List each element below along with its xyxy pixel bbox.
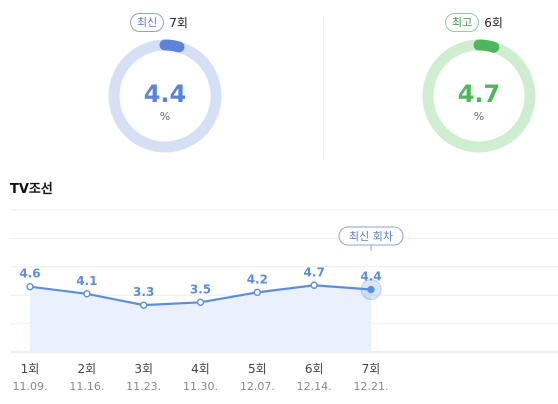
data-point [196, 298, 205, 307]
x-tick-label: 4회 [191, 362, 210, 376]
latest-gauge-ring [108, 39, 222, 153]
data-point [367, 285, 375, 294]
section-title: TV조선 [10, 182, 53, 197]
x-tick-label: 2회 [77, 362, 96, 376]
x-tick-label: 6회 [305, 362, 324, 376]
best-badge: 최고 [445, 12, 480, 32]
latest-round-callout-label: 최신 회차 [349, 230, 393, 243]
data-label: 3.3 [133, 285, 154, 299]
best-gauge: 4.7 % [421, 38, 537, 158]
best-value: 4.7 [457, 80, 501, 108]
x-date-label: 11.30. [183, 380, 218, 393]
x-date-label: 11.23. [126, 380, 161, 393]
latest-unit: % [159, 110, 171, 123]
panel-divider [323, 18, 324, 158]
x-date-label: 11.16. [69, 380, 104, 393]
data-point [253, 288, 262, 297]
latest-badge-row: 최신 7회 [130, 12, 188, 32]
latest-gauge-arc [159, 39, 185, 53]
latest-badge: 최신 [130, 12, 165, 32]
x-tick-label: 3회 [134, 362, 153, 376]
x-date-label: 12.07. [240, 380, 275, 393]
latest-gauge: 4.4 % [107, 38, 223, 158]
best-gauge-ring [422, 39, 536, 153]
x-date-label: 11.09. [13, 380, 48, 393]
data-point [310, 281, 318, 289]
data-label: 4.1 [76, 274, 97, 288]
x-tick-label: 5회 [248, 362, 267, 376]
data-point [83, 290, 91, 298]
x-tick-label: 1회 [21, 362, 40, 376]
data-label: 4.7 [304, 265, 325, 279]
data-point [26, 282, 34, 291]
latest-round: 7회 [169, 15, 188, 30]
x-date-label: 12.21. [354, 380, 389, 393]
data-label: 4.2 [247, 272, 268, 286]
rating-line-chart: 4.6 1회 11.09. 4.1 2회 11.16. 3.3 3회 11.23. 3.5 4회 11… [10, 209, 558, 393]
latest-rating-panel: 최신 7회 4.4 % [0, 0, 279, 170]
data-point [139, 301, 148, 309]
best-badge-row: 최고 6회 [445, 12, 503, 32]
x-tick-label: 7회 [362, 362, 381, 376]
best-gauge-arc [473, 39, 500, 53]
data-label: 4.6 [19, 267, 40, 281]
best-unit: % [473, 110, 485, 123]
data-label: 3.5 [190, 282, 211, 296]
best-round: 6회 [484, 15, 503, 30]
series-area [30, 285, 371, 352]
x-date-label: 12.14. [297, 380, 332, 393]
latest-value: 4.4 [143, 80, 187, 108]
data-label: 4.4 [360, 270, 381, 284]
best-rating-panel: 최고 6회 4.7 % [279, 0, 558, 170]
